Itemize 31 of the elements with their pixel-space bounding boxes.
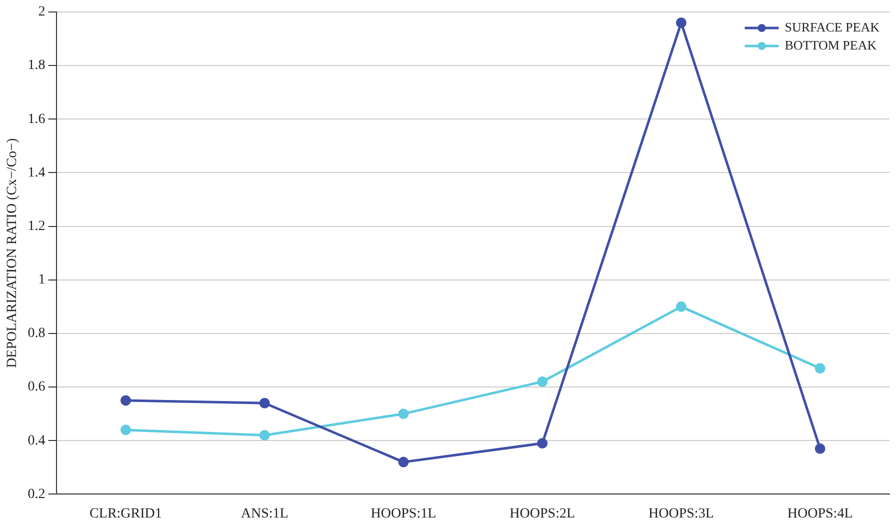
legend-label: SURFACE PEAK bbox=[784, 19, 880, 34]
point bbox=[259, 398, 270, 408]
point bbox=[537, 376, 548, 387]
point bbox=[398, 408, 409, 420]
x-tick-label: HOOPS:2L bbox=[510, 506, 576, 522]
point bbox=[676, 17, 686, 28]
y-tick-label: 0.4 bbox=[28, 433, 46, 448]
point bbox=[259, 430, 270, 441]
y-tick-label: 2 bbox=[38, 4, 46, 20]
y-tick-label: 1.8 bbox=[28, 58, 46, 74]
x-tick-label: CLR:GRID1 bbox=[90, 506, 162, 522]
x-tick-label: HOOPS:4L bbox=[787, 506, 853, 522]
legend-label: BOTTOM PEAK bbox=[784, 37, 878, 52]
y-tick-label: 1.2 bbox=[28, 218, 46, 234]
x-tick-label: ANS:1L bbox=[240, 506, 288, 522]
x-tick-label: HOOPS:1L bbox=[370, 506, 436, 522]
point bbox=[814, 443, 826, 454]
x-tick-label: HOOPS:3L bbox=[648, 506, 714, 522]
point bbox=[676, 301, 686, 312]
y-axis-title: DEPOLARIZATION RATIO (Cx−/Co−) bbox=[5, 138, 20, 368]
y-tick-label: 1 bbox=[38, 272, 46, 288]
point bbox=[120, 395, 131, 406]
point bbox=[537, 438, 548, 449]
y-tick-label: 0.6 bbox=[28, 380, 46, 395]
y-tick-label: 0.2 bbox=[28, 486, 46, 502]
y-tick-label: 1.6 bbox=[28, 112, 46, 127]
point bbox=[398, 456, 409, 468]
y-tick-label: 1.4 bbox=[28, 165, 46, 180]
point bbox=[120, 424, 131, 436]
point bbox=[814, 363, 826, 374]
y-tick-label: 0.8 bbox=[28, 326, 46, 342]
